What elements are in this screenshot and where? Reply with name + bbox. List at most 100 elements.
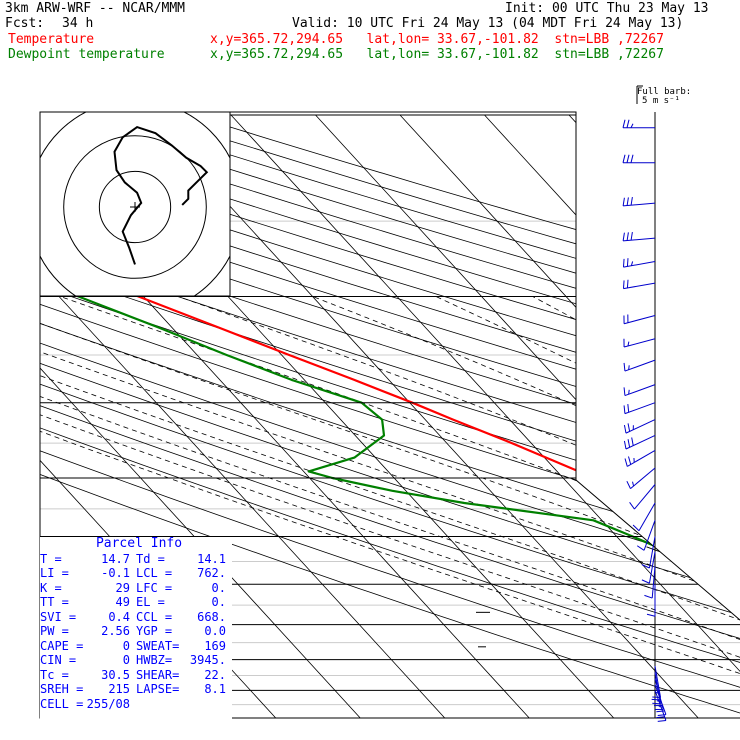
dry-adiabat <box>40 114 740 718</box>
wind-barb-flag <box>630 231 633 241</box>
wind-barb <box>629 484 656 510</box>
dry-adiabat <box>40 114 740 718</box>
parcel-info-cell: LI = -0.1 <box>40 566 136 581</box>
wind-barb-staff <box>630 467 656 489</box>
parcel-info-panel: Parcel Info T = 14.7 Td = 14.1 LI = -0.1 LCL =… <box>40 536 232 733</box>
wind-barb-staff <box>638 502 656 531</box>
parcel-info-row: CIN = 0 HWBZ= 3945. <box>40 653 232 668</box>
moist-adiabat <box>435 296 740 718</box>
parcel-info-key: K = <box>40 580 62 595</box>
temperature-location: x,y=365.72,294.65 lat,lon= 33.67,-101.82… <box>210 32 664 47</box>
wind-profile <box>622 119 667 722</box>
wind-barb-staff <box>623 261 656 268</box>
parcel-info-value: 29 <box>115 580 130 595</box>
wind-barb <box>622 196 656 207</box>
wind-barb <box>622 154 655 164</box>
parcel-info-row: T = 14.7 Td = 14.1 <box>40 552 232 567</box>
valid-time: Valid: 10 UTC Fri 24 May 13 (04 MDT Fri … <box>292 16 684 31</box>
wind-barb-flag <box>623 362 626 372</box>
parcel-info-value: 14.1 <box>197 551 226 566</box>
parcel-info-value: 668. <box>197 609 226 624</box>
parcel-info-row: Tc = 30.5 SHEAR= 22. <box>40 668 232 683</box>
wind-barb <box>623 359 656 372</box>
wind-barb-flag <box>626 232 629 241</box>
wind-barb-flag <box>628 456 632 465</box>
parcel-info-value: 762. <box>197 566 226 580</box>
parcel-info-value: 0.4 <box>108 609 130 624</box>
dry-adiabat <box>40 114 740 718</box>
parcel-info-key: LFC = <box>136 580 173 595</box>
wind-barb <box>623 384 656 397</box>
wind-barb-flag <box>623 405 626 414</box>
wind-barb-flag <box>657 714 666 716</box>
wind-barb-staff <box>623 202 656 207</box>
parcel-info-value: 0. <box>211 595 226 609</box>
wind-barb <box>641 536 656 569</box>
wind-barb-staff <box>624 402 656 415</box>
parcel-info-key: HWBZ= <box>136 653 173 667</box>
parcel-info-value: 49 <box>115 595 130 609</box>
parcel-info-key: CELL = <box>40 696 84 711</box>
wind-barb-staff <box>623 237 656 242</box>
parcel-info-row: K = 29 LFC = 0. <box>40 581 232 596</box>
wind-barb-staff <box>623 314 656 325</box>
wind-barb-flag <box>623 440 627 450</box>
parcel-info-value: 2.56 <box>101 624 130 638</box>
parcel-info-row: SVI = 0.4 CCL = 668. <box>40 610 232 625</box>
parcel-info-cell: YGP = 0.0 <box>136 624 232 639</box>
forecast-label: Fcst: <box>5 16 45 31</box>
hodograph-ring <box>98 170 172 244</box>
wind-barb-flag <box>644 594 653 599</box>
wind-barb <box>623 419 656 434</box>
parcel-info-value: 3945. <box>189 653 226 667</box>
isotherm-line <box>653 114 740 718</box>
parcel-info-key: SHEAR= <box>136 667 180 682</box>
wind-barb-staff <box>623 282 656 290</box>
parcel-info-key: LI = <box>40 566 69 580</box>
parcel-info-row: TT = 49 EL = 0. <box>40 595 232 610</box>
wind-barb-flag <box>626 258 629 267</box>
parcel-info-key: CIN = <box>40 653 77 667</box>
isotherm-line <box>40 114 361 718</box>
parcel-info-key: SVI = <box>40 609 77 624</box>
dry-adiabat <box>40 114 740 718</box>
wind-barb <box>644 566 656 599</box>
dry-adiabat <box>40 114 740 718</box>
wind-barb-flag <box>646 613 656 617</box>
wind-barb <box>622 231 656 242</box>
hodograph-ring <box>63 135 207 279</box>
isotherm-line <box>484 114 740 718</box>
wind-barb <box>624 450 656 467</box>
wind-barb-staff <box>643 520 656 551</box>
wind-barb-staff <box>627 450 656 467</box>
parcel-info-key: EL = <box>136 595 165 609</box>
wind-barb-staff <box>654 665 662 698</box>
wind-barb <box>622 119 655 129</box>
wind-barb-flag <box>630 261 634 266</box>
wind-barb-staff <box>625 419 656 434</box>
wind-barb-staff <box>648 536 656 569</box>
dry-adiabat <box>40 114 740 718</box>
parcel-info-cell: HWBZ= 3945. <box>136 653 232 668</box>
init-time: Init: 00 UTC Thu 23 May 13 <box>505 1 709 16</box>
parcel-info-value: 8.1 <box>204 682 226 696</box>
label-layer <box>476 611 490 648</box>
parcel-info-cell: LAPSE= 8.1 <box>136 682 232 697</box>
wind-barb-flag <box>627 423 631 432</box>
parcel-info-key: LCL = <box>136 566 173 580</box>
wind-barb-flag <box>632 524 640 532</box>
wind-barb <box>623 402 656 415</box>
parcel-info-cell: T = 14.7 <box>40 552 136 567</box>
wind-barb-flag <box>628 389 630 395</box>
wind-barb-flag <box>630 123 634 129</box>
wind-barb <box>622 279 656 290</box>
wind-barb-flag <box>627 439 631 448</box>
moist-adiabat <box>40 296 740 718</box>
moist-adiabat <box>40 296 740 718</box>
hodograph-trace <box>113 125 209 265</box>
wind-barb <box>654 690 667 722</box>
parcel-info-cell: TT = 49 <box>40 595 136 610</box>
wind-barb-flag <box>626 480 631 489</box>
wind-barb-flag <box>622 280 625 289</box>
parcel-info-key: TT = <box>40 595 69 609</box>
